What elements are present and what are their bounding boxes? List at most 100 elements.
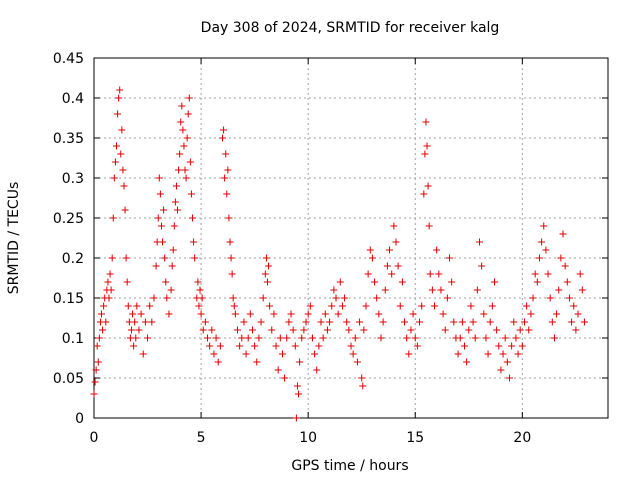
- data-point: [518, 342, 526, 350]
- data-point: [426, 270, 434, 278]
- data-point: [548, 318, 556, 326]
- data-point: [439, 310, 447, 318]
- data-point: [109, 214, 117, 222]
- data-point: [117, 150, 125, 158]
- data-point: [167, 286, 175, 294]
- data-point: [248, 326, 256, 334]
- data-point: [156, 190, 164, 198]
- data-point: [425, 222, 433, 230]
- data-point: [495, 342, 503, 350]
- data-point: [454, 350, 462, 358]
- data-point: [91, 378, 99, 386]
- data-point: [540, 222, 548, 230]
- data-point: [206, 342, 214, 350]
- data-point: [111, 158, 119, 166]
- data-point: [298, 334, 306, 342]
- data-point: [568, 318, 576, 326]
- data-point: [423, 142, 431, 150]
- data-point: [194, 278, 202, 286]
- data-point: [353, 358, 361, 366]
- y-tick-label: 0.25: [53, 211, 84, 227]
- data-point: [169, 246, 177, 254]
- data-point: [313, 366, 321, 374]
- data-point: [416, 318, 424, 326]
- y-tick-label: 0.1: [62, 331, 84, 347]
- data-point: [227, 254, 235, 262]
- data-point: [219, 134, 226, 142]
- data-point: [263, 278, 271, 286]
- data-point: [238, 334, 246, 342]
- data-point: [198, 294, 206, 302]
- data-point: [242, 350, 250, 358]
- data-point: [92, 366, 100, 374]
- data-point: [176, 150, 184, 158]
- data-point: [137, 310, 145, 318]
- data-point: [525, 326, 533, 334]
- data-point: [306, 302, 314, 310]
- data-point: [191, 254, 199, 262]
- data-point: [204, 334, 212, 342]
- y-tick-label: 0.05: [53, 371, 84, 387]
- data-point: [144, 334, 152, 342]
- data-point: [296, 358, 304, 366]
- data-point: [535, 254, 543, 262]
- data-point: [177, 118, 185, 126]
- data-point: [261, 270, 269, 278]
- data-point: [420, 190, 428, 198]
- data-point: [130, 342, 138, 350]
- data-point: [467, 302, 475, 310]
- data-point: [546, 294, 554, 302]
- data-point: [341, 294, 349, 302]
- data-point: [131, 318, 139, 326]
- data-point: [295, 390, 303, 398]
- data-point: [381, 286, 389, 294]
- data-point: [100, 302, 108, 310]
- data-point: [501, 334, 509, 342]
- data-point: [304, 310, 312, 318]
- data-point: [482, 334, 490, 342]
- data-point: [461, 342, 469, 350]
- data-point: [180, 142, 188, 150]
- data-point: [308, 334, 316, 342]
- data-point: [463, 358, 471, 366]
- data-point: [190, 238, 198, 246]
- data-point: [123, 278, 131, 286]
- data-point: [184, 110, 192, 118]
- data-point: [107, 286, 115, 294]
- data-point: [366, 246, 374, 254]
- data-point: [480, 310, 488, 318]
- data-point: [274, 366, 282, 374]
- data-point: [262, 254, 270, 262]
- data-point: [174, 206, 182, 214]
- data-point: [212, 334, 220, 342]
- data-point: [181, 166, 189, 174]
- data-point: [266, 302, 274, 310]
- data-point: [278, 350, 286, 358]
- data-point: [484, 350, 492, 358]
- data-point: [171, 198, 179, 206]
- data-point: [428, 286, 436, 294]
- y-tick-label: 0.45: [53, 51, 84, 67]
- data-point: [368, 254, 376, 262]
- data-point: [115, 94, 123, 102]
- data-point: [161, 254, 169, 262]
- data-point: [490, 278, 498, 286]
- data-point: [199, 326, 207, 334]
- y-tick-labels: 0 0.05 0.1 0.15 0.2 0.25 0.3 0.35 0.4 0.45: [53, 51, 84, 427]
- data-point: [168, 262, 176, 270]
- data-point: [565, 294, 573, 302]
- data-point: [553, 310, 561, 318]
- data-point: [210, 350, 218, 358]
- data-point: [373, 294, 381, 302]
- data-point: [289, 326, 297, 334]
- data-points: [90, 86, 588, 422]
- data-point: [580, 318, 588, 326]
- data-point: [216, 342, 224, 350]
- data-point: [555, 286, 563, 294]
- data-point: [359, 382, 367, 390]
- data-point: [456, 334, 464, 342]
- data-point: [223, 190, 231, 198]
- data-point: [574, 310, 582, 318]
- data-point: [330, 286, 338, 294]
